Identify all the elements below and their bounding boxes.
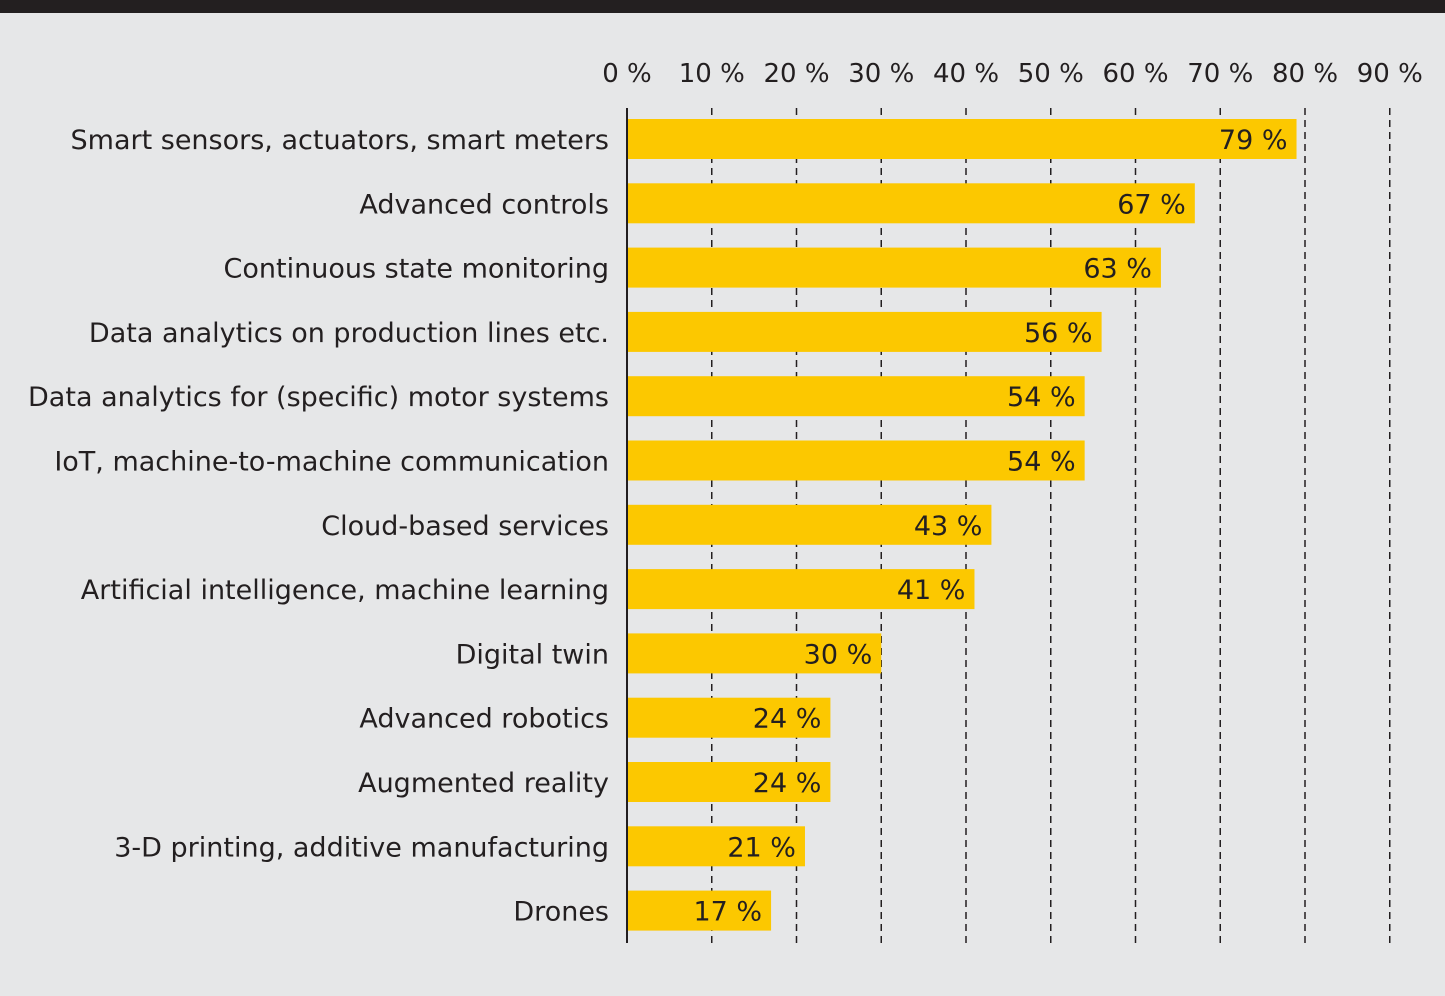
bar bbox=[627, 183, 1195, 224]
x-tick-label: 50 % bbox=[1018, 59, 1084, 89]
bar bbox=[627, 376, 1085, 417]
category-label: Drones bbox=[513, 897, 609, 928]
bar bbox=[627, 119, 1297, 159]
data-label: 43 % bbox=[914, 511, 983, 542]
bar bbox=[627, 504, 992, 545]
x-tick-label: 10 % bbox=[679, 59, 745, 89]
category-label: Advanced controls bbox=[359, 189, 609, 220]
bar bbox=[627, 762, 831, 802]
category-labels: Smart sensors, actuators, smart meters Ad… bbox=[28, 125, 609, 928]
bar bbox=[627, 569, 975, 610]
bar bbox=[627, 890, 772, 931]
data-label: 54 % bbox=[1007, 447, 1076, 478]
category-label: Continuous state monitoring bbox=[224, 254, 609, 285]
data-label: 41 % bbox=[897, 575, 966, 606]
category-label: Data analytics on production lines etc. bbox=[89, 318, 609, 349]
data-label: 54 % bbox=[1007, 382, 1076, 413]
bar bbox=[627, 440, 1085, 481]
data-label: 30 % bbox=[804, 639, 873, 670]
data-labels: 79 % 67 % 63 % 56 % 54 % 54 % 43 % 41 % 30 % 24 %… bbox=[693, 125, 1287, 928]
category-label: Data analytics for (specific) motor syst… bbox=[28, 382, 609, 413]
data-label: 63 % bbox=[1083, 254, 1152, 285]
data-label: 24 % bbox=[753, 768, 822, 799]
category-label: IoT, machine-to-machine communication bbox=[54, 447, 609, 478]
category-label: Augmented reality bbox=[358, 768, 609, 799]
x-tick-label: 30 % bbox=[848, 59, 914, 89]
bar bbox=[627, 826, 805, 867]
category-label: Advanced robotics bbox=[359, 704, 609, 735]
data-label: 24 % bbox=[753, 704, 822, 735]
category-label: Cloud-based services bbox=[321, 511, 609, 542]
top-band bbox=[0, 0, 1445, 13]
bar bbox=[627, 247, 1161, 288]
x-tick-label: 90 % bbox=[1357, 59, 1423, 89]
bar bbox=[627, 633, 882, 674]
x-tick-label: 20 % bbox=[763, 59, 829, 89]
bar bbox=[627, 311, 1102, 352]
x-tick-label: 60 % bbox=[1102, 59, 1168, 89]
x-tick-label: 80 % bbox=[1272, 59, 1338, 89]
category-label: Artificial intelligence, machine learnin… bbox=[81, 575, 609, 606]
data-label: 21 % bbox=[727, 832, 796, 863]
data-label: 56 % bbox=[1024, 318, 1093, 349]
x-axis-ticks: 0 % 10 % 20 % 30 % 40 % 50 % 60 % 70 % 80 % 90 % bbox=[602, 59, 1423, 89]
bar bbox=[627, 697, 831, 738]
data-label: 79 % bbox=[1219, 125, 1288, 156]
category-label: Digital twin bbox=[456, 639, 609, 670]
data-label: 17 % bbox=[693, 897, 762, 928]
data-label: 67 % bbox=[1117, 189, 1186, 220]
x-tick-label: 40 % bbox=[933, 59, 999, 89]
x-tick-label: 0 % bbox=[602, 59, 652, 89]
bars bbox=[627, 119, 1297, 931]
category-label: Smart sensors, actuators, smart meters bbox=[71, 125, 610, 156]
category-label: 3-D printing, additive manufacturing bbox=[114, 832, 609, 863]
x-tick-label: 70 % bbox=[1187, 59, 1253, 89]
